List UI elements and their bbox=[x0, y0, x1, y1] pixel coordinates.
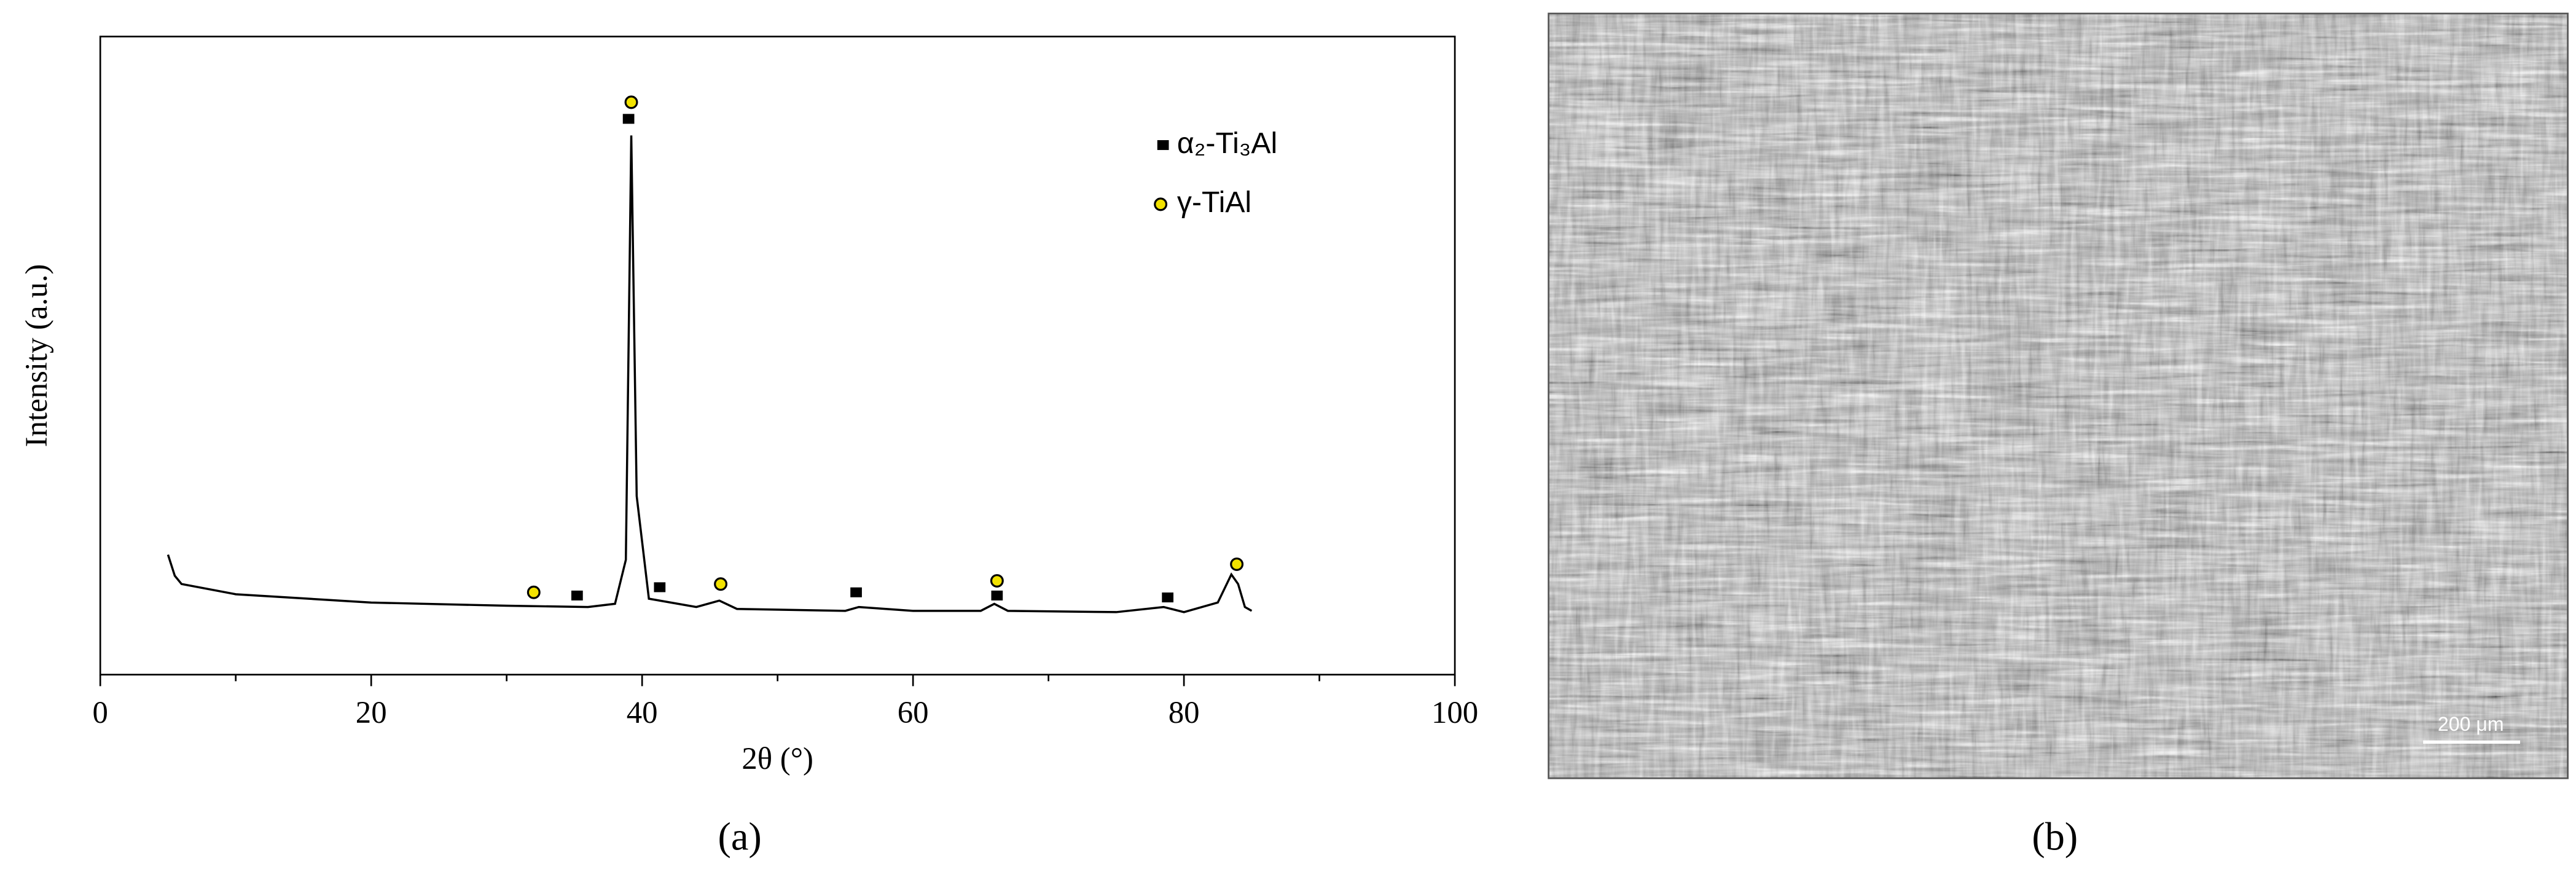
y-axis-label: Intensity (a.u.) bbox=[19, 264, 53, 447]
phase-marker bbox=[622, 114, 635, 124]
legend-swatch bbox=[1154, 197, 1168, 211]
legend-label: α₂-Ti₃Al bbox=[1177, 127, 1277, 160]
x-tick-label: 20 bbox=[356, 695, 387, 730]
x-tick-label: 80 bbox=[1169, 695, 1200, 730]
phase-marker bbox=[714, 577, 728, 591]
panel-label: (a) bbox=[718, 815, 761, 859]
x-tick-label: 60 bbox=[898, 695, 929, 730]
phase-marker bbox=[850, 587, 862, 597]
micrograph-border bbox=[1548, 12, 2569, 779]
scale-bar-label: 200 μm bbox=[2438, 713, 2504, 735]
legend-label: γ-TiAl bbox=[1177, 186, 1251, 219]
x-tick-label: 0 bbox=[93, 695, 108, 730]
x-tick-label: 40 bbox=[627, 695, 658, 730]
xrd-line bbox=[166, 135, 1253, 613]
plot-frame bbox=[99, 36, 1456, 675]
phase-marker bbox=[1230, 557, 1244, 572]
phase-marker bbox=[1162, 593, 1174, 603]
x-axis-label: 2θ (°) bbox=[742, 741, 813, 776]
phase-marker bbox=[571, 590, 583, 600]
phase-marker bbox=[527, 585, 541, 599]
phase-marker bbox=[990, 574, 1004, 588]
panel-label: (b) bbox=[2032, 815, 2078, 859]
phase-marker bbox=[991, 590, 1003, 600]
phase-marker bbox=[624, 95, 638, 109]
micrograph-texture bbox=[1548, 13, 2568, 779]
legend-swatch bbox=[1157, 140, 1169, 151]
phase-marker bbox=[654, 582, 666, 593]
x-tick-label: 100 bbox=[1431, 695, 1478, 730]
micrograph: 200 μm bbox=[1548, 12, 2569, 779]
